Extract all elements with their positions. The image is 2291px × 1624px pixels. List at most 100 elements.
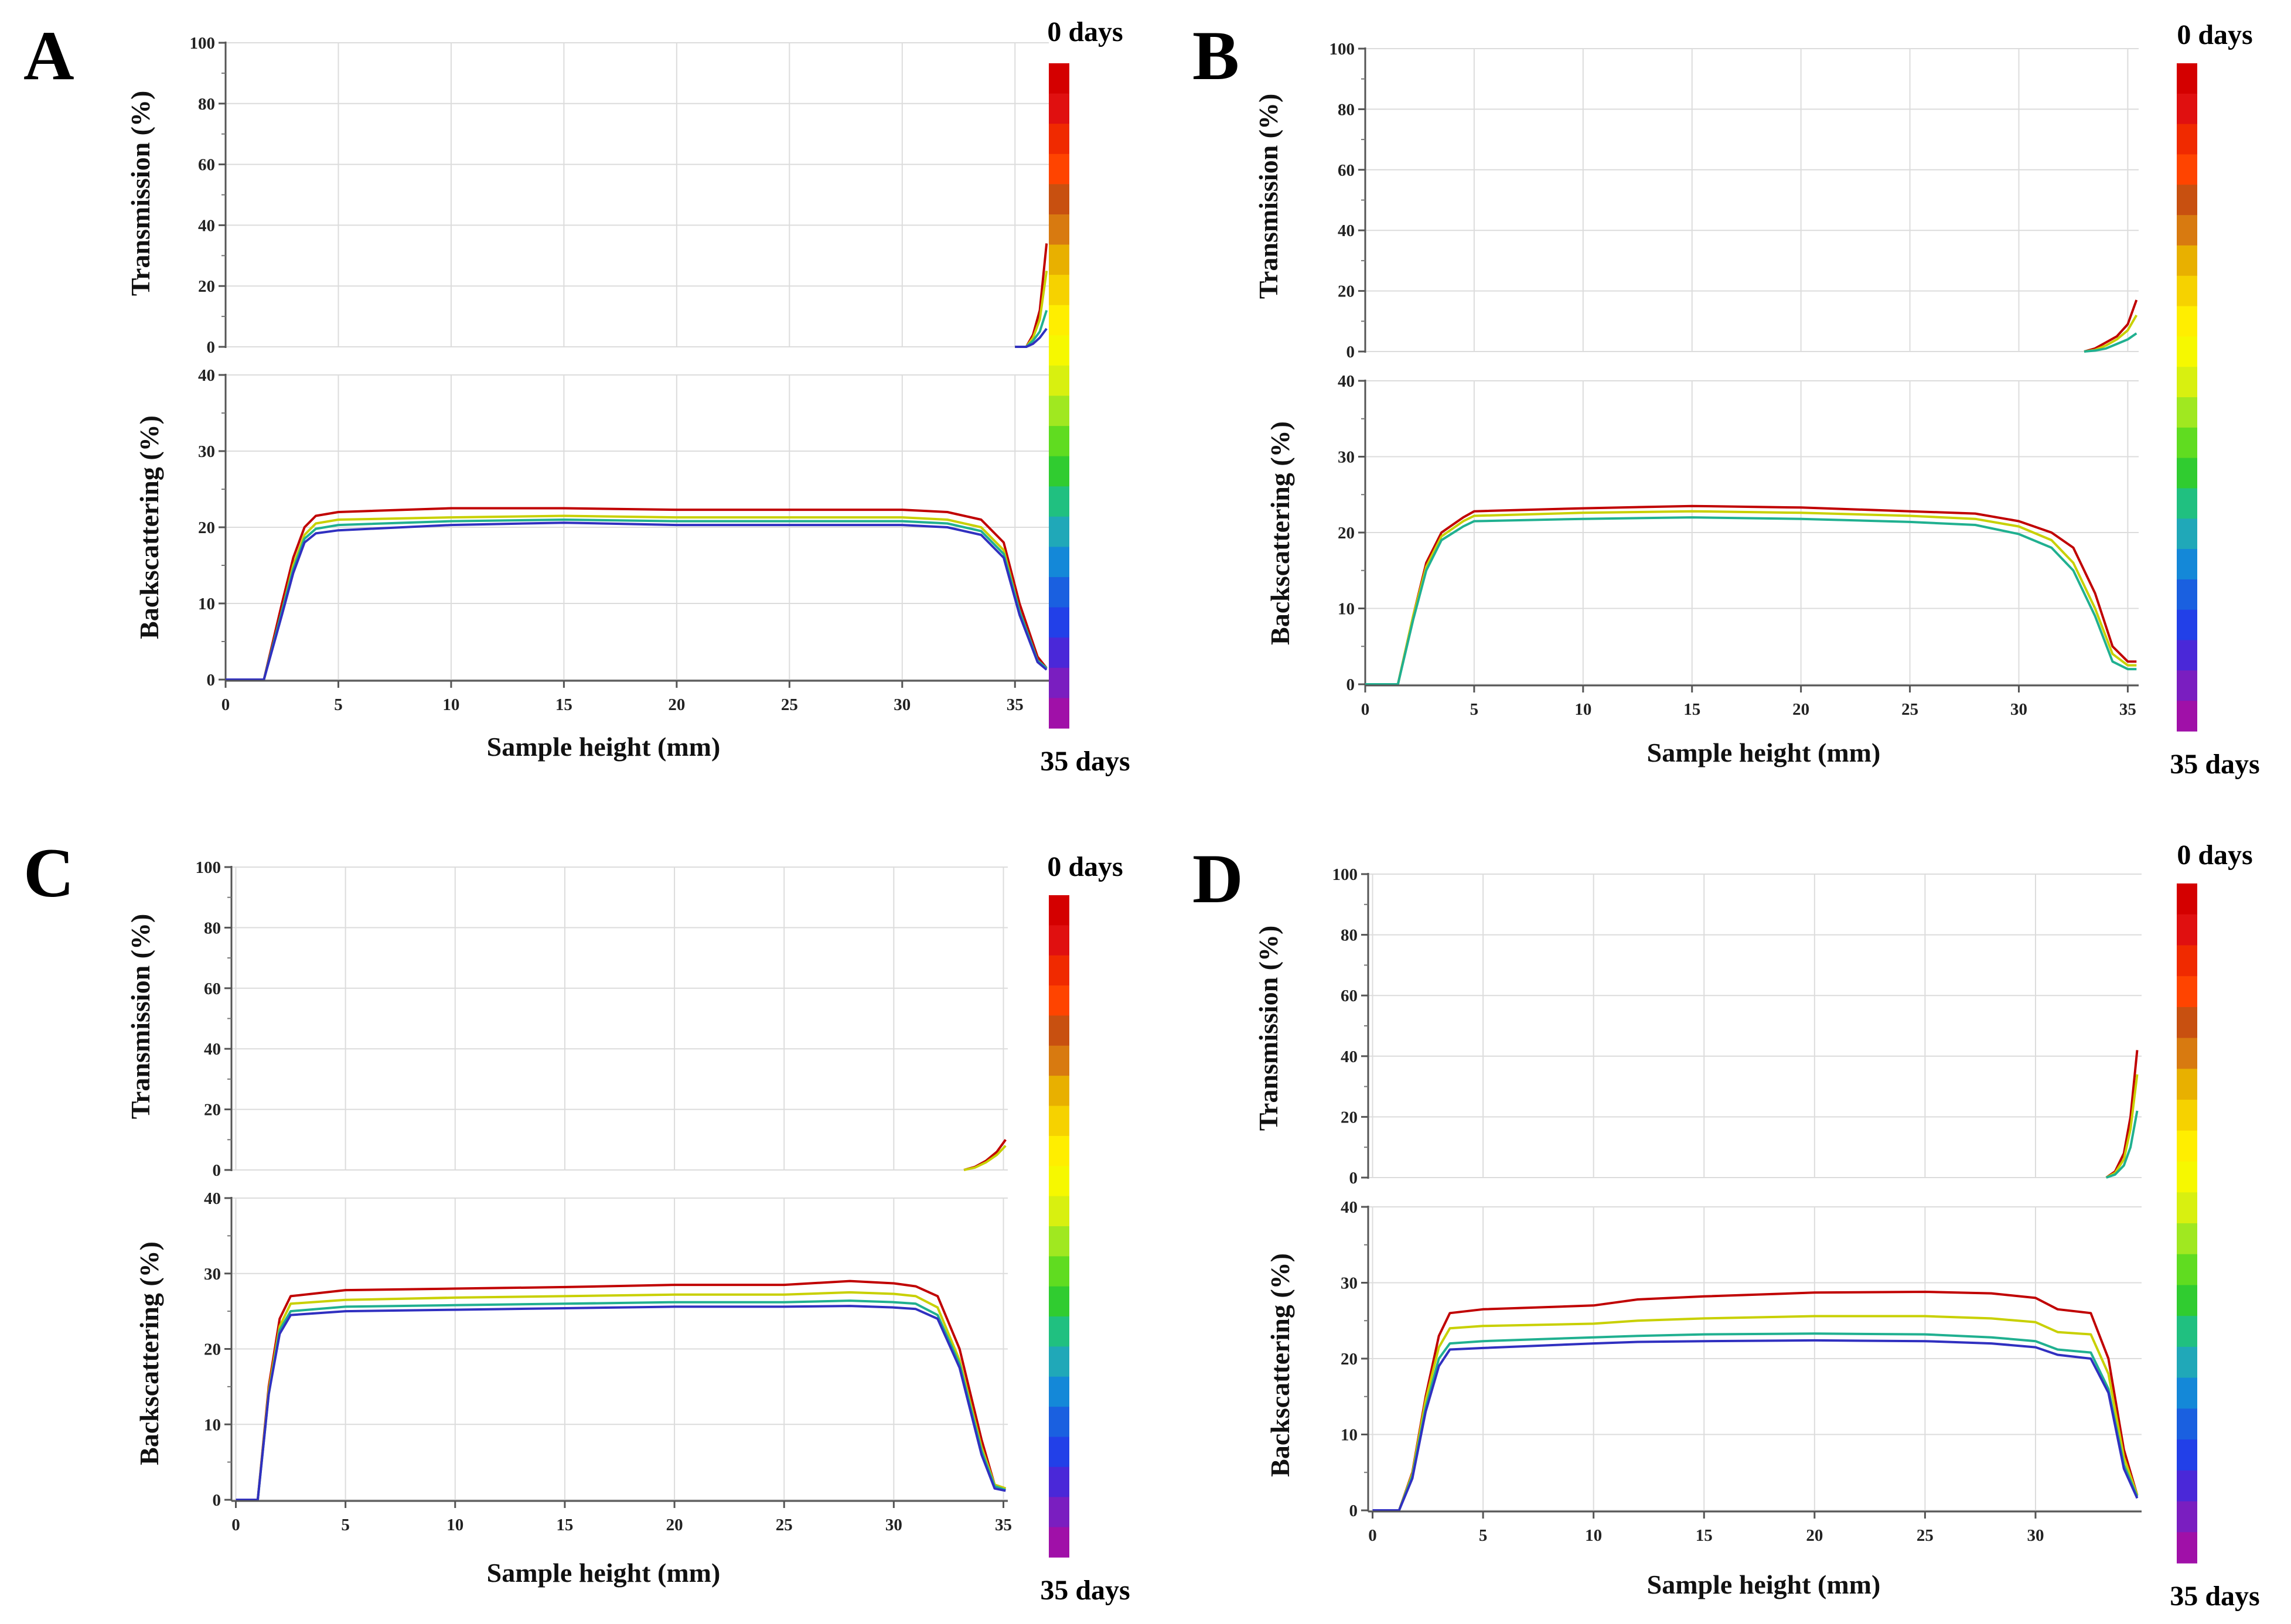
colorbar-segment: [2177, 306, 2197, 337]
panel-letter: D: [1192, 840, 1243, 917]
colorbar-segment: [2177, 1007, 2197, 1039]
colorbar-segment: [2177, 458, 2197, 489]
panel-letter: A: [23, 16, 74, 94]
colorbar-segment: [2177, 1439, 2197, 1471]
y-tick-label: 30: [1338, 448, 1355, 467]
colorbar-segment: [2177, 93, 2197, 125]
colorbar-segment: [2177, 397, 2197, 428]
colorbar-segment: [2177, 336, 2197, 367]
y-tick-label: 0: [213, 1161, 221, 1180]
x-tick-label: 5: [1470, 700, 1479, 719]
colorbar-bottom-label: 35 days: [1040, 746, 1130, 777]
colorbar-segment: [2177, 914, 2197, 946]
colorbar-segment: [1049, 93, 1069, 124]
colorbar-segment: [1049, 1407, 1069, 1438]
x-tick-label: 10: [442, 695, 459, 714]
y-tick-label: 20: [198, 518, 215, 537]
series-line: [963, 1145, 1007, 1171]
colorbar-segment: [2177, 1192, 2197, 1224]
y-axis-label-transmission: Transmission (%): [1253, 94, 1283, 299]
x-tick-label: 35: [995, 1516, 1012, 1534]
series-line: [963, 1139, 1007, 1171]
colorbar-segment: [2177, 1470, 2197, 1502]
y-tick-label: 20: [1341, 1108, 1358, 1127]
colorbar-segment: [2177, 1254, 2197, 1286]
x-tick-label: 15: [556, 1516, 573, 1534]
y-tick-label: 0: [213, 1491, 221, 1510]
y-tick-label: 100: [1332, 865, 1358, 884]
x-tick-label: 25: [1917, 1526, 1934, 1545]
colorbar-bottom-label: 35 days: [2170, 749, 2259, 780]
series-line: [1365, 504, 2137, 685]
series-line: [2084, 332, 2137, 353]
colorbar-segment: [1049, 607, 1069, 638]
y-tick-label: 20: [204, 1340, 221, 1359]
series-line: [236, 1305, 1006, 1501]
colorbar-top-label: 0 days: [1047, 16, 1123, 47]
x-tick-label: 25: [776, 1516, 793, 1534]
x-axis-label: Sample height (mm): [487, 1558, 721, 1588]
series-line: [226, 518, 1048, 681]
colorbar-segment: [1049, 153, 1069, 185]
colorbar-segment: [2177, 1069, 2197, 1100]
y-tick-label: 100: [1329, 40, 1355, 59]
series-line: [1365, 510, 2137, 685]
y-tick-label: 0: [1349, 1502, 1358, 1520]
series-line: [236, 1299, 1006, 1501]
colorbar-segment: [1049, 63, 1069, 94]
y-tick-label: 10: [198, 595, 215, 613]
y-axis-label-backscattering: Backscattering (%): [134, 1241, 164, 1465]
y-tick-label: 40: [204, 1040, 221, 1059]
colorbar-segment: [2177, 427, 2197, 459]
x-tick-label: 10: [446, 1516, 463, 1534]
x-tick-label: 0: [221, 695, 230, 714]
colorbar-segment: [2177, 488, 2197, 519]
colorbar: [1049, 63, 1069, 729]
x-axis-label: Sample height (mm): [1647, 1570, 1881, 1599]
colorbar-segment: [1049, 426, 1069, 457]
x-tick-label: 5: [1479, 1526, 1488, 1545]
y-tick-label: 80: [198, 95, 215, 114]
y-tick-label: 20: [1341, 1350, 1358, 1369]
y-axis-label-backscattering: Backscattering (%): [134, 415, 164, 639]
colorbar-segment: [1049, 985, 1069, 1016]
colorbar-segment: [1049, 395, 1069, 427]
colorbar-segment: [1049, 1466, 1069, 1497]
x-tick-label: 20: [1792, 700, 1809, 719]
colorbar-bottom-label: 35 days: [1040, 1575, 1130, 1606]
colorbar-bottom-label: 35 days: [2170, 1581, 2259, 1612]
x-tick-label: 30: [885, 1516, 902, 1534]
x-tick-label: 15: [1683, 700, 1700, 719]
x-tick-label: 0: [1368, 1526, 1377, 1545]
colorbar-segment: [1049, 335, 1069, 366]
colorbar-segment: [2177, 275, 2197, 307]
colorbar-segment: [2177, 1223, 2197, 1255]
y-tick-label: 30: [198, 442, 215, 461]
y-tick-label: 10: [1338, 600, 1355, 619]
series-line: [1015, 243, 1048, 348]
colorbar: [2177, 63, 2197, 732]
colorbar-segment: [1049, 124, 1069, 155]
series-line: [1372, 1315, 2139, 1512]
y-tick-label: 40: [1341, 1048, 1358, 1066]
colorbar-segment: [1049, 1015, 1069, 1046]
colorbar-segment: [1049, 1527, 1069, 1558]
x-tick-label: 5: [341, 1516, 350, 1534]
colorbar-segment: [1049, 516, 1069, 548]
panel-b: B 0 20 40 60 80 100 0 10 20 30 40 0 5 10 15 20 25 30 35 Samp…: [1192, 16, 2260, 780]
x-tick-label: 20: [668, 695, 685, 714]
colorbar-top-label: 0 days: [1047, 851, 1123, 882]
colorbar-segment: [1049, 1226, 1069, 1257]
colorbar-segment: [1049, 667, 1069, 699]
x-tick-label: 25: [1901, 700, 1918, 719]
colorbar-segment: [1049, 456, 1069, 487]
colorbar-segment: [1049, 1256, 1069, 1287]
y-tick-label: 0: [1346, 675, 1355, 694]
colorbar: [2177, 883, 2197, 1564]
colorbar-segment: [1049, 925, 1069, 956]
colorbar-segment: [2177, 883, 2197, 915]
colorbar-segment: [2177, 1100, 2197, 1131]
y-tick-label: 40: [198, 216, 215, 235]
colorbar-segment: [2177, 124, 2197, 155]
colorbar-segment: [2177, 976, 2197, 1008]
